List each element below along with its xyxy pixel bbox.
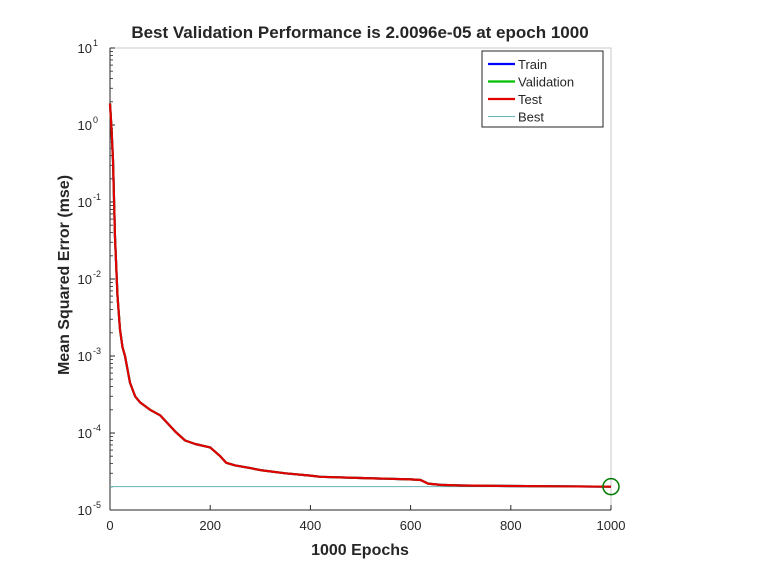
x-tick-label: 400 xyxy=(300,518,322,533)
y-tick-label: 10 xyxy=(78,195,92,210)
x-tick-label: 1000 xyxy=(597,518,626,533)
best-marker xyxy=(602,477,620,496)
chart-title: Best Validation Performance is 2.0096e-0… xyxy=(131,23,588,42)
y-tick-exponent: -3 xyxy=(93,346,101,356)
y-tick-label: 10 xyxy=(78,41,92,56)
x-axis-label: 1000 Epochs xyxy=(311,542,409,559)
series-line-train xyxy=(108,103,612,488)
y-tick-label: 10 xyxy=(78,349,92,364)
y-tick-label: 10 xyxy=(78,503,92,518)
legend-label-test: Test xyxy=(518,92,542,107)
series-line-test xyxy=(108,103,612,488)
x-tick-label: 800 xyxy=(500,518,522,533)
y-tick-label: 10 xyxy=(78,426,92,441)
y-tick-exponent: -1 xyxy=(93,192,101,202)
y-tick-label: 10 xyxy=(78,272,92,287)
y-tick-exponent: -5 xyxy=(93,500,101,510)
y-tick-exponent: 1 xyxy=(93,38,98,48)
legend-label-train: Train xyxy=(518,57,547,72)
legend-label-best: Best xyxy=(518,110,544,125)
y-tick-exponent: 0 xyxy=(93,115,98,125)
x-tick-label: 600 xyxy=(400,518,422,533)
x-tick-label: 0 xyxy=(106,518,113,533)
y-tick-exponent: -4 xyxy=(93,423,101,433)
y-tick-label: 10 xyxy=(78,118,92,133)
series-line-validation xyxy=(108,103,612,488)
y-axis-label: Mean Squared Error (mse) xyxy=(56,175,73,375)
y-tick-exponent: -2 xyxy=(93,269,101,279)
legend-label-validation: Validation xyxy=(518,75,574,90)
x-tick-label: 200 xyxy=(199,518,221,533)
